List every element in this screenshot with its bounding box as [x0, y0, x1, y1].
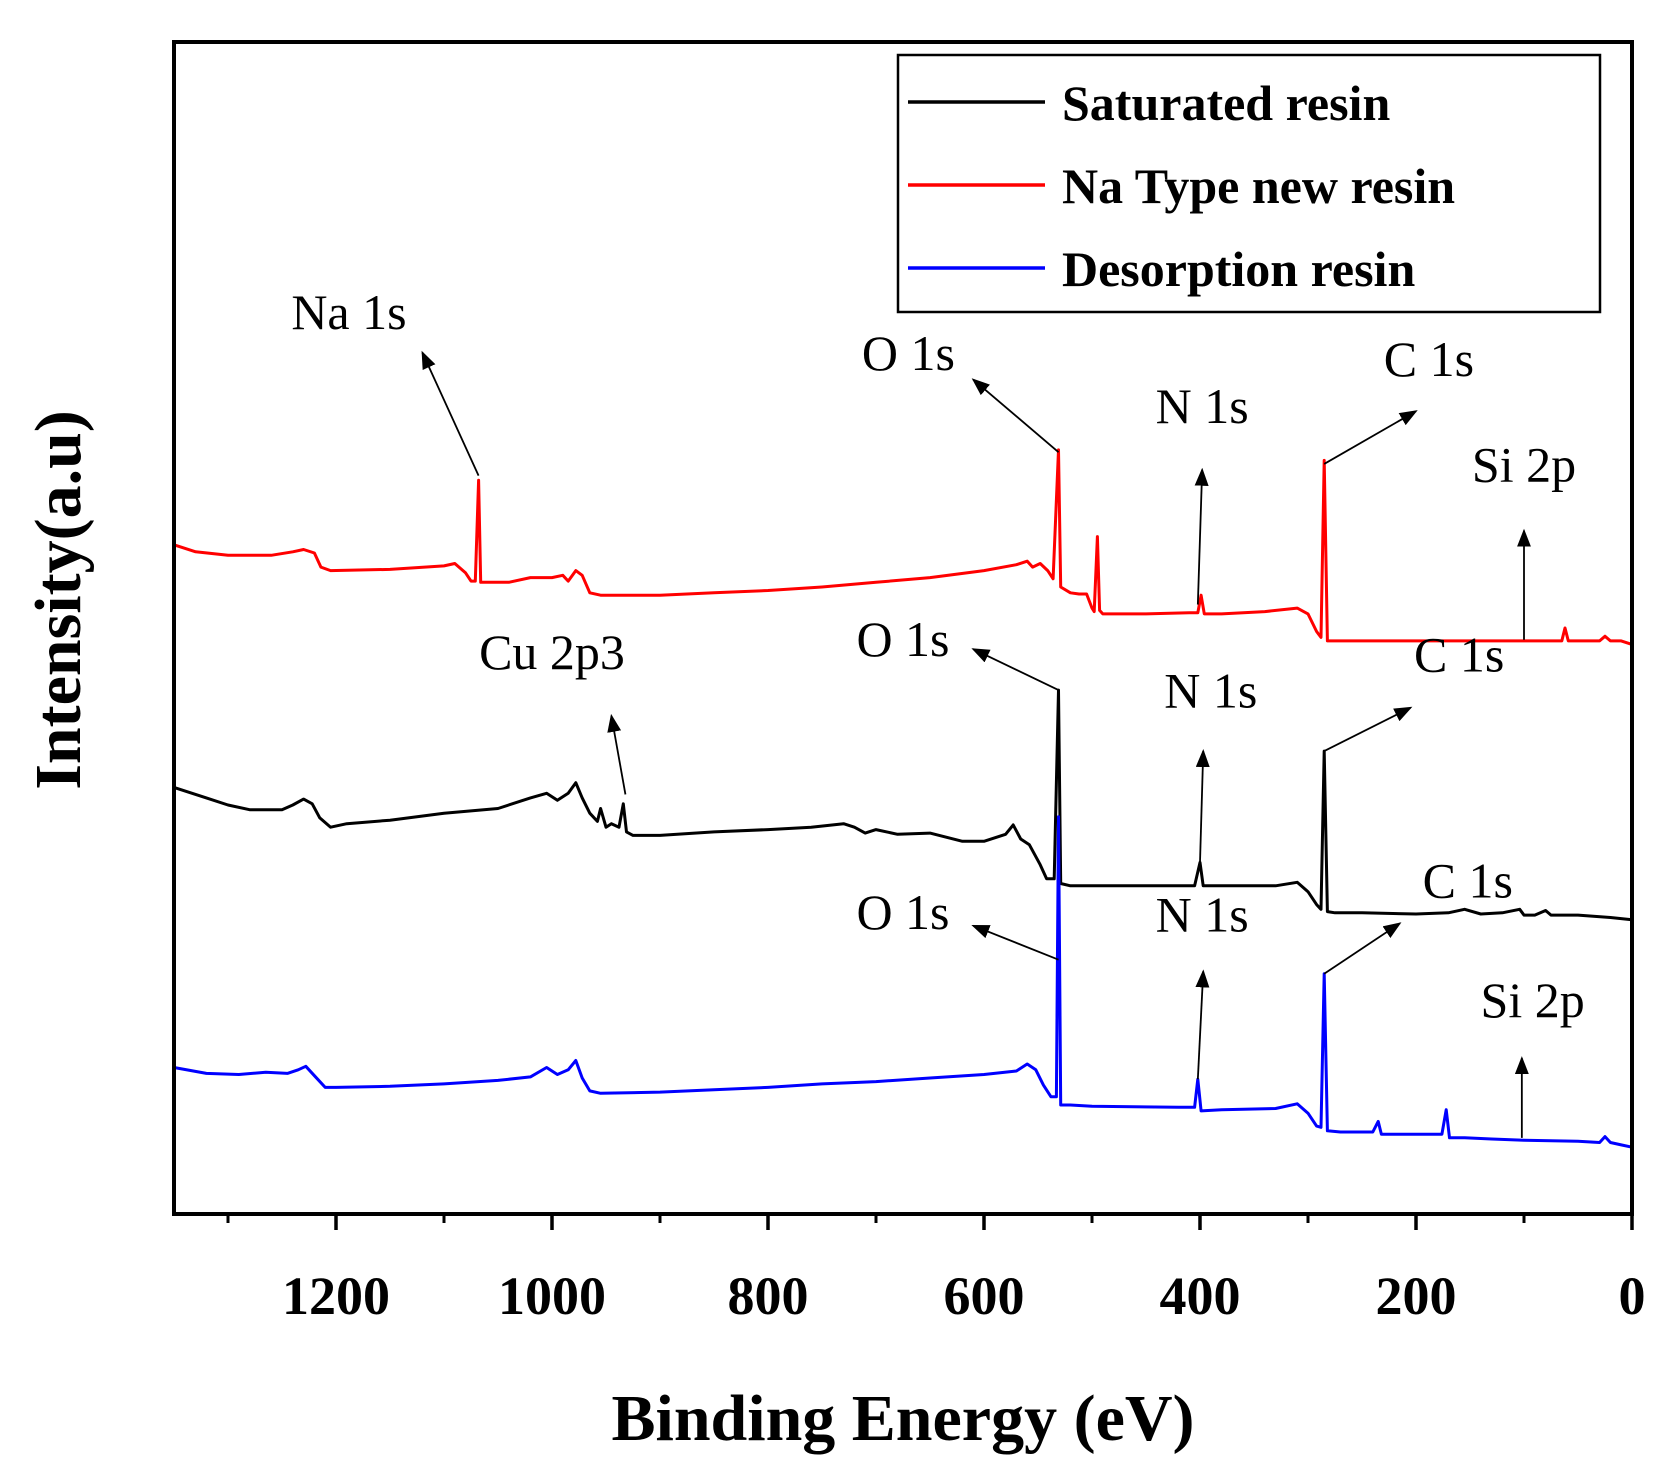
- annotation-arrow: [1195, 969, 1210, 1080]
- annotation-si-2p-desorption-resin: Si 2p: [1481, 972, 1585, 1138]
- x-tick-label: 600: [944, 1266, 1025, 1326]
- x-tick-label: 1000: [498, 1266, 606, 1326]
- annotation-label: N 1s: [1156, 887, 1249, 943]
- annotation-label: Cu 2p3: [479, 624, 625, 680]
- legend-label: Desorption resin: [1062, 241, 1415, 297]
- annotation-arrow: [971, 378, 1060, 453]
- legend-label: Saturated resin: [1062, 75, 1390, 131]
- legend-item-desorption-resin: Desorption resin: [908, 241, 1415, 297]
- annotation-arrow: [971, 648, 1059, 691]
- annotation-label: N 1s: [1164, 663, 1257, 719]
- annotation-label: O 1s: [862, 325, 955, 381]
- plot-frame: [172, 40, 1634, 1216]
- x-tick-label: 400: [1160, 1266, 1241, 1326]
- annotation-cu-2p3-saturated-resin: Cu 2p3: [479, 624, 627, 795]
- legend-item-saturated-resin: Saturated resin: [908, 75, 1390, 131]
- x-tick-label: 800: [728, 1266, 809, 1326]
- annotation-arrow: [1194, 467, 1209, 605]
- annotation-o-1s-na-type-new-resin: O 1s: [862, 325, 1060, 453]
- annotation-label: Si 2p: [1472, 437, 1576, 493]
- annotation-n-1s-na-type-new-resin: N 1s: [1156, 378, 1249, 605]
- annotation-o-1s-saturated-resin: O 1s: [856, 611, 1059, 691]
- series-line-na-type-new-resin: [173, 448, 1633, 646]
- annotation-label: O 1s: [856, 611, 949, 667]
- annotation-label: Na 1s: [291, 284, 406, 340]
- annotation-n-1s-desorption-resin: N 1s: [1156, 887, 1249, 1080]
- series-line-saturated-resin: [173, 688, 1633, 922]
- annotation-arrow: [607, 713, 627, 795]
- annotation-label: C 1s: [1414, 626, 1504, 682]
- annotation-label: C 1s: [1423, 853, 1513, 909]
- x-tick-label: 200: [1376, 1266, 1457, 1326]
- annotation-arrow: [1323, 706, 1413, 752]
- annotation-arrow: [1323, 410, 1418, 465]
- x-axis-ticks: 1200 1000 800 600 400 200 0: [226, 1214, 1646, 1326]
- annotation-o-1s-desorption-resin: O 1s: [856, 884, 1059, 961]
- annotation-si-2p-na-type-new-resin: Si 2p: [1472, 437, 1576, 640]
- legend-item-na-type-new-resin: Na Type new resin: [908, 158, 1455, 214]
- x-tick-label: 1200: [282, 1266, 390, 1326]
- annotation-arrow: [421, 350, 480, 477]
- x-axis-title: Binding Energy (eV): [611, 1382, 1194, 1455]
- series-line-desorption-resin: [173, 815, 1633, 1149]
- annotation-c-1s-desorption-resin: C 1s: [1323, 853, 1513, 975]
- annotation-arrow: [1195, 749, 1210, 863]
- annotation-c-1s-na-type-new-resin: C 1s: [1323, 331, 1474, 465]
- annotation-n-1s-saturated-resin: N 1s: [1164, 663, 1257, 863]
- annotation-layer: Na 1s O 1s N 1s C 1s Si 2p Cu 2p3 O 1s N 1s C 1s…: [291, 284, 1585, 1138]
- annotation-na-1s-na-type-new-resin: Na 1s: [291, 284, 480, 477]
- annotation-c-1s-saturated-resin: C 1s: [1323, 626, 1504, 752]
- annotation-arrow: [1323, 922, 1402, 975]
- annotation-label: Si 2p: [1481, 972, 1585, 1028]
- legend: Saturated resin Na Type new resin Desorpti…: [896, 53, 1602, 314]
- annotation-label: O 1s: [856, 884, 949, 940]
- x-tick-label: 0: [1619, 1266, 1646, 1326]
- series-layer: [173, 448, 1633, 1149]
- annotation-label: N 1s: [1156, 378, 1249, 434]
- y-axis-title: Intensity(a.u): [22, 410, 95, 790]
- legend-label: Na Type new resin: [1062, 158, 1455, 214]
- annotation-arrow: [971, 924, 1059, 961]
- annotation-label: C 1s: [1384, 331, 1474, 387]
